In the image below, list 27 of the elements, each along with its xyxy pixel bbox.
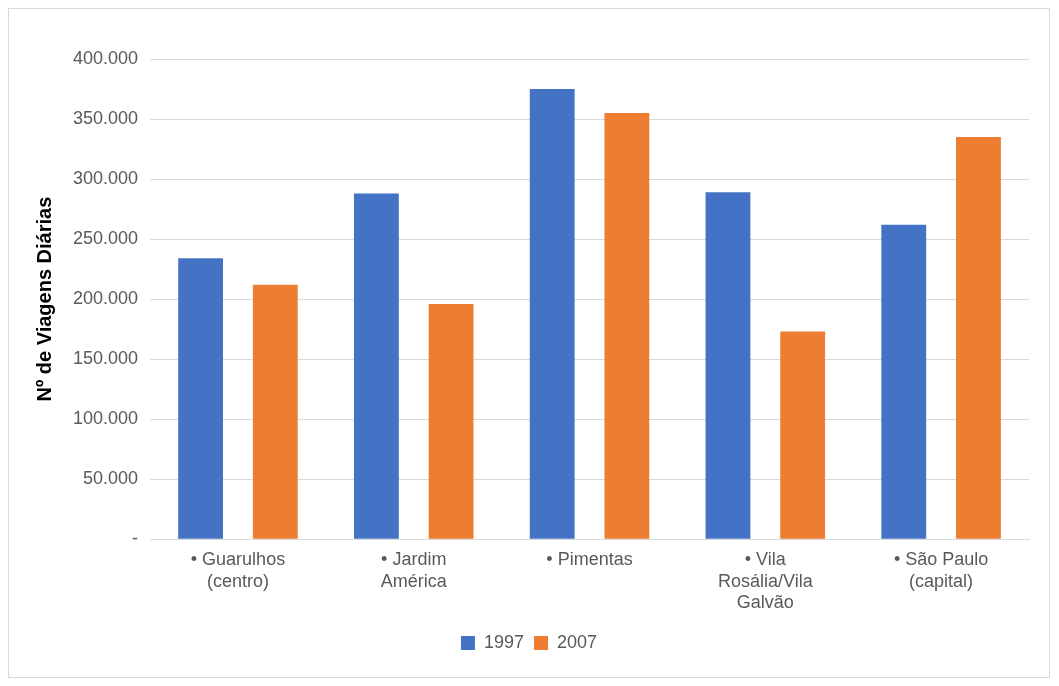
legend-label: 1997 <box>483 631 524 652</box>
x-tick-label: • Jardim América <box>380 548 448 591</box>
bar <box>780 331 826 539</box>
y-tick-label: 100.000 <box>72 408 139 429</box>
y-tick-label: 300.000 <box>72 168 139 189</box>
bar <box>428 303 474 539</box>
y-tick-label: 50.000 <box>83 468 139 489</box>
y-tick-label: - <box>132 528 139 549</box>
bar <box>178 258 224 539</box>
y-axis-title: Nº de Viagens Diárias <box>32 196 55 402</box>
y-tick-label: 150.000 <box>72 348 139 369</box>
x-tick-label: • Vila Rosália/Vila Galvão <box>717 548 814 613</box>
bar <box>529 89 575 539</box>
bar <box>881 224 927 539</box>
bar <box>705 192 751 539</box>
bar <box>956 137 1001 539</box>
x-tick-label: • São Paulo (capital) <box>893 548 989 591</box>
y-tick-label: 400.000 <box>72 47 139 68</box>
x-tick-label: • Pimentas <box>546 548 633 569</box>
y-tick-label: 200.000 <box>72 288 139 309</box>
bar <box>604 113 650 539</box>
bar <box>353 193 399 539</box>
legend-label: 2007 <box>557 631 598 652</box>
x-tick-label: • Guarulhos (centro) <box>190 548 286 591</box>
y-tick-label: 250.000 <box>72 228 139 249</box>
bar <box>252 284 298 539</box>
y-tick-label: 350.000 <box>72 107 139 128</box>
